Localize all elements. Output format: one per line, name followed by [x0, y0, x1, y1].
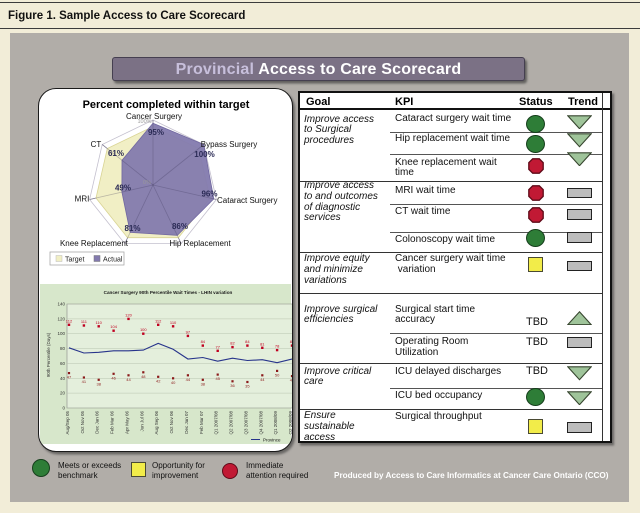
svg-text:MRI: MRI — [75, 195, 90, 204]
svg-text:50: 50 — [275, 372, 280, 377]
svg-text:96%: 96% — [201, 190, 217, 199]
svg-text:45: 45 — [215, 376, 220, 381]
svg-text:Q2 2007/08: Q2 2007/08 — [229, 411, 234, 435]
svg-text:Aug Sep 06: Aug Sep 06 — [154, 411, 159, 435]
svg-text:Dec Jan 07: Dec Jan 07 — [184, 411, 189, 434]
svg-text:38: 38 — [201, 381, 206, 386]
svg-text:35: 35 — [245, 384, 250, 389]
svg-text:Q3 2007/08: Q3 2007/08 — [243, 411, 248, 435]
svg-text:112: 112 — [155, 318, 162, 323]
svg-text:100%: 100% — [137, 119, 151, 125]
svg-text:81: 81 — [260, 341, 265, 346]
svg-text:36: 36 — [230, 383, 235, 388]
svg-text:Dec Jan 06: Dec Jan 06 — [95, 411, 100, 434]
svg-text:80: 80 — [60, 346, 66, 351]
svg-text:111: 111 — [81, 319, 88, 324]
svg-text:Apr May 06: Apr May 06 — [125, 411, 130, 435]
svg-text:Q1 2008/09: Q1 2008/09 — [273, 411, 278, 435]
svg-text:84: 84 — [245, 339, 250, 344]
svg-text:110: 110 — [170, 320, 177, 325]
svg-text:95%: 95% — [148, 128, 164, 137]
svg-text:Q4 2007/08: Q4 2007/08 — [258, 411, 263, 435]
svg-text:61%: 61% — [108, 149, 124, 158]
svg-text:110: 110 — [96, 320, 103, 325]
svg-text:Oct Nov 05: Oct Nov 05 — [80, 411, 85, 434]
svg-text:90th Percentile (Days): 90th Percentile (Days) — [46, 332, 51, 377]
svg-text:Cancer Surgery 90th Percentile: Cancer Surgery 90th Percentile Wait Time… — [104, 290, 233, 295]
svg-text:140: 140 — [57, 302, 65, 307]
svg-text:100%: 100% — [194, 150, 214, 159]
svg-text:43: 43 — [290, 378, 293, 383]
svg-text:Oct Nov 06: Oct Nov 06 — [169, 411, 174, 434]
svg-text:0%: 0% — [143, 180, 151, 186]
svg-text:20: 20 — [60, 391, 66, 396]
svg-text:84: 84 — [290, 339, 293, 344]
svg-text:Cancer Surgery: Cancer Surgery — [126, 112, 182, 121]
svg-text:Jun Jul 06: Jun Jul 06 — [139, 411, 144, 432]
svg-text:Cataract Surgery: Cataract Surgery — [217, 196, 277, 205]
svg-text:0: 0 — [62, 406, 65, 411]
svg-text:Feb Mar 06: Feb Mar 06 — [110, 411, 115, 435]
svg-text:Knee Replacement: Knee Replacement — [60, 239, 129, 248]
svg-text:44: 44 — [260, 377, 265, 382]
svg-text:Q2 2008/09: Q2 2008/09 — [288, 411, 293, 435]
svg-text:120: 120 — [57, 316, 65, 321]
svg-text:47: 47 — [67, 375, 72, 380]
svg-text:CT: CT — [91, 140, 102, 149]
svg-text:Bypass Surgery: Bypass Surgery — [201, 140, 257, 149]
svg-text:Feb Mar 07: Feb Mar 07 — [199, 411, 204, 435]
svg-text:77: 77 — [215, 344, 220, 349]
svg-text:Province: Province — [263, 438, 281, 443]
svg-text:38: 38 — [96, 381, 101, 386]
svg-text:46: 46 — [111, 375, 116, 380]
svg-text:104: 104 — [110, 324, 117, 329]
svg-text:Hip Replacement: Hip Replacement — [169, 239, 231, 248]
svg-text:42: 42 — [156, 378, 161, 383]
svg-text:44: 44 — [126, 377, 131, 382]
svg-text:49%: 49% — [115, 184, 131, 193]
svg-text:100: 100 — [140, 327, 147, 332]
svg-text:112: 112 — [66, 318, 73, 323]
svg-text:Target: Target — [65, 257, 85, 264]
svg-text:Percent completed within targe: Percent completed within target — [83, 99, 250, 111]
svg-text:97: 97 — [186, 329, 191, 334]
svg-text:Aug/Sep 05: Aug/Sep 05 — [65, 411, 70, 435]
svg-text:Q1 2007/08: Q1 2007/08 — [214, 411, 219, 435]
svg-text:44: 44 — [186, 377, 191, 382]
svg-text:41: 41 — [82, 379, 87, 384]
svg-text:40: 40 — [60, 376, 66, 381]
svg-text:82: 82 — [230, 341, 235, 346]
svg-text:78: 78 — [275, 344, 280, 349]
svg-text:Actual: Actual — [103, 257, 123, 264]
svg-text:120: 120 — [125, 312, 132, 317]
svg-text:48: 48 — [141, 374, 146, 379]
svg-text:81%: 81% — [124, 224, 140, 233]
svg-text:60: 60 — [60, 361, 66, 366]
svg-text:100: 100 — [57, 331, 65, 336]
svg-text:86%: 86% — [172, 222, 188, 231]
svg-text:40: 40 — [171, 380, 176, 385]
svg-text:84: 84 — [201, 339, 206, 344]
